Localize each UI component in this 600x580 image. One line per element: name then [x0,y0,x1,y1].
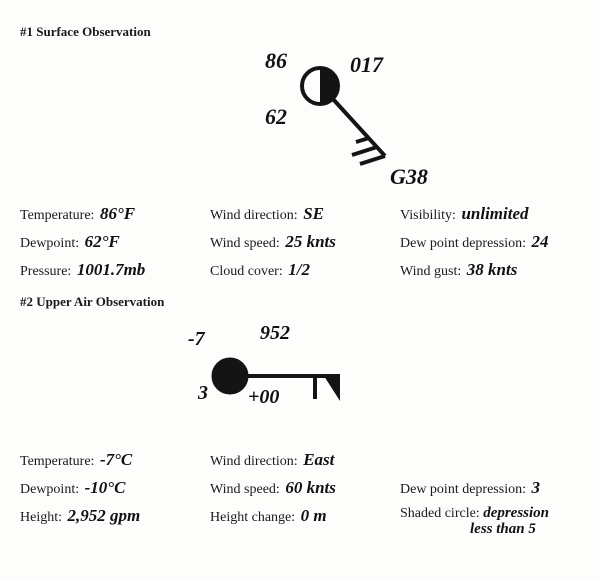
station-circle-full [213,359,247,393]
upper-dew: 3 [198,382,208,405]
label-gust: Wind gust: [400,264,461,279]
row2-wind-dir: Wind direction: East [210,450,400,470]
value2-shaded-2: less than 5 [470,521,536,537]
label2-shaded: Shaded circle: [400,506,480,521]
row2-temperature: Temperature: -7°C [20,450,210,470]
value2-shaded-1: depression [483,505,549,521]
wind-pennant [324,376,340,401]
upper-station-plot: -7 952 3 +00 [20,316,580,426]
value2-wind-speed: 60 knts [285,478,336,497]
wind-feather-2 [352,147,377,155]
label2-hchange: Height change: [210,510,295,525]
row-wind-speed: Wind speed: 25 knts [210,232,400,252]
row-temperature: Temperature: 86°F [20,204,210,224]
row-visibility: Visibility: unlimited [400,204,590,224]
section2-title: #2 Upper Air Observation [20,294,580,310]
label-pressure: Pressure: [20,264,71,279]
value-cloud: 1/2 [288,260,310,279]
row-dpd: Dew point depression: 24 [400,232,590,252]
upper-data-grid: Temperature: -7°C Wind direction: East D… [20,450,580,538]
row2-hchange: Height change: 0 m [210,506,400,538]
upper-height: 952 [260,322,290,345]
value2-hchange: 0 m [301,506,327,525]
row-dewpoint: Dewpoint: 62°F [20,232,210,252]
value2-dewpoint: -10°C [85,478,126,497]
row-cloud: Cloud cover: 1/2 [210,260,400,280]
station-gust: G38 [390,164,428,190]
upper-temp: -7 [188,328,205,351]
row2-empty [400,450,590,470]
upper-hchange: +00 [248,386,279,409]
row-gust: Wind gust: 38 knts [400,260,590,280]
value-dewpoint: 62°F [85,232,120,251]
section1-title: #1 Surface Observation [20,24,580,40]
label-wind-speed: Wind speed: [210,236,280,251]
label-cloud: Cloud cover: [210,264,283,279]
value-temperature: 86°F [100,204,135,223]
label-wind-dir: Wind direction: [210,208,298,223]
station-dew: 62 [265,104,287,130]
surface-data-grid: Temperature: 86°F Wind direction: SE Vis… [20,204,580,280]
label2-dewpoint: Dewpoint: [20,482,79,497]
row-wind-dir: Wind direction: SE [210,204,400,224]
value2-dpd: 3 [531,478,540,497]
surface-station-plot: 86 017 62 G38 [20,46,580,196]
label-dewpoint: Dewpoint: [20,236,79,251]
station-temp: 86 [265,48,287,74]
label-dpd: Dew point depression: [400,236,526,251]
label2-wind-dir: Wind direction: [210,454,298,469]
label2-temperature: Temperature: [20,454,94,469]
label2-dpd: Dew point depression: [400,482,526,497]
upper-station-svg [180,326,400,426]
value2-temperature: -7°C [100,450,132,469]
row2-dpd: Dew point depression: 3 [400,478,590,498]
label-visibility: Visibility: [400,208,456,223]
row2-wind-speed: Wind speed: 60 knts [210,478,400,498]
label2-height: Height: [20,510,62,525]
row-pressure: Pressure: 1001.7mb [20,260,210,280]
wind-feather-1 [360,156,385,164]
row2-shaded: Shaded circle: depression less than 5 [400,506,590,538]
label2-wind-speed: Wind speed: [210,482,280,497]
value2-wind-dir: East [303,450,334,469]
value-wind-speed: 25 knts [285,232,336,251]
label-temperature: Temperature: [20,208,94,223]
value2-height: 2,952 gpm [68,506,141,525]
row2-height: Height: 2,952 gpm [20,506,210,538]
value-gust: 38 knts [467,260,518,279]
value-pressure: 1001.7mb [77,260,145,279]
value-visibility: unlimited [461,204,528,223]
wind-feather-half [356,138,369,142]
row2-dewpoint: Dewpoint: -10°C [20,478,210,498]
value-wind-dir: SE [303,204,324,223]
station-pressure: 017 [350,52,383,78]
value-dpd: 24 [531,232,548,251]
